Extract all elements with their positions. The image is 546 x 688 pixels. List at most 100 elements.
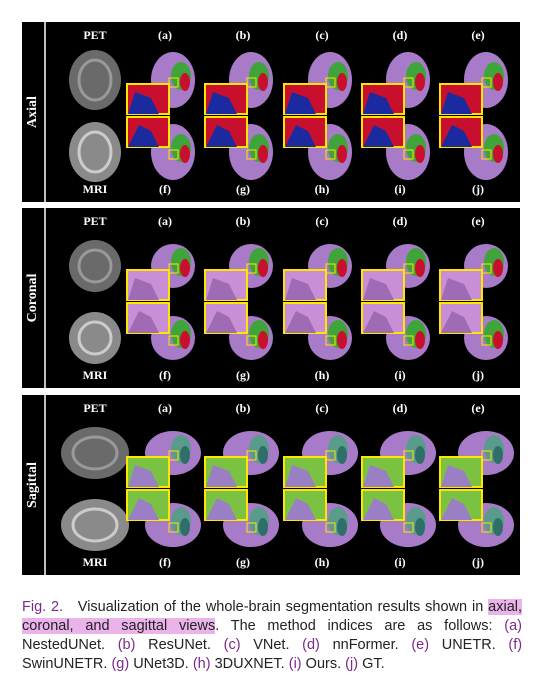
inset-region <box>128 498 159 520</box>
inset-region <box>285 125 316 147</box>
source-image-detail <box>77 248 113 284</box>
method-label: (h) <box>315 368 330 382</box>
zoom-box <box>246 450 257 461</box>
zoom-box <box>481 149 492 160</box>
method-label: (b) <box>236 401 251 415</box>
source-label: PET <box>83 28 106 42</box>
method-name: VNet. <box>253 637 290 653</box>
segmentation-region <box>415 518 425 536</box>
zoom-box <box>168 450 179 461</box>
method-label: (i) <box>394 555 405 569</box>
zoom-box <box>168 335 179 346</box>
zoom-box <box>403 149 414 160</box>
inset-region <box>441 125 472 147</box>
zoom-box <box>481 335 492 346</box>
inset-region <box>206 92 237 114</box>
source-image <box>69 50 121 110</box>
method-label: (a) <box>158 214 172 228</box>
method-name: GT. <box>362 656 385 672</box>
inset-region <box>206 125 237 147</box>
method-name: Ours. <box>305 656 342 672</box>
method-label: (h) <box>315 182 330 196</box>
zoom-box <box>246 149 257 160</box>
method-name: nnFormer. <box>332 637 399 653</box>
method-label: (g) <box>236 555 250 569</box>
method-label: (f) <box>159 555 171 569</box>
inset-region <box>441 278 472 300</box>
method-label: (j) <box>472 368 484 382</box>
segmentation-region <box>258 145 268 163</box>
zoom-box <box>325 263 336 274</box>
zoom-box <box>325 335 336 346</box>
source-image <box>61 499 129 551</box>
segmentation-region <box>337 446 347 464</box>
segmentation-region <box>337 73 347 91</box>
method-label: (e) <box>471 401 484 415</box>
method-label: (f) <box>159 368 171 382</box>
inset-region <box>128 311 159 333</box>
zoom-box <box>168 77 179 88</box>
inset-region <box>441 498 472 520</box>
inset-region <box>285 92 316 114</box>
method-label: (a) <box>158 28 172 42</box>
inset-region <box>441 465 472 487</box>
segmentation-region <box>415 145 425 163</box>
zoom-box <box>481 263 492 274</box>
method-index: (g) <box>111 656 130 672</box>
method-name: SwinUNETR. <box>22 656 108 672</box>
method-name: UNet3D. <box>133 656 189 672</box>
zoom-box <box>246 263 257 274</box>
inset-region <box>441 92 472 114</box>
method-index: (d) <box>302 637 320 653</box>
caption-text: . The method indices are as follows: <box>215 618 493 634</box>
segmentation-region <box>180 145 190 163</box>
source-label: MRI <box>83 182 108 196</box>
source-image <box>61 427 129 479</box>
inset-region <box>128 465 159 487</box>
method-label: (e) <box>471 28 484 42</box>
zoom-box <box>325 522 336 533</box>
method-label: (c) <box>315 401 328 415</box>
segmentation-region <box>180 518 190 536</box>
method-list: (a) NestedUNet. (b) ResUNet. (c) VNet. (… <box>22 618 522 672</box>
inset-region <box>206 498 237 520</box>
view-label: Sagittal <box>25 462 40 508</box>
inset-region <box>285 465 316 487</box>
inset-region <box>285 278 316 300</box>
source-image-detail <box>71 435 119 471</box>
view-label: Coronal <box>25 274 40 323</box>
inset-region <box>128 278 159 300</box>
segmentation-region <box>415 331 425 349</box>
source-image-detail <box>77 320 113 356</box>
segmentation-region <box>258 446 268 464</box>
zoom-box <box>325 77 336 88</box>
method-label: (j) <box>472 555 484 569</box>
method-label: (g) <box>236 182 250 196</box>
segmentation-region <box>337 145 347 163</box>
zoom-box <box>246 335 257 346</box>
source-label: MRI <box>83 368 108 382</box>
segmentation-region <box>337 259 347 277</box>
view-label: Axial <box>25 96 40 128</box>
inset-region <box>441 311 472 333</box>
figure: Axial PET MRI (a) (f) (b) (g) (c) (h) (d) (i) (e) (j… <box>22 22 520 575</box>
caption: Fig. 2. Visualization of the whole-brain… <box>22 598 522 674</box>
method-name: UNETR. <box>441 637 496 653</box>
method-index: (e) <box>411 637 430 653</box>
inset-region <box>285 311 316 333</box>
inset-region <box>363 92 394 114</box>
source-image <box>69 240 121 292</box>
segmentation-region <box>180 446 190 464</box>
segmentation-region <box>337 331 347 349</box>
segmentation-region <box>258 259 268 277</box>
segmentation-region <box>180 73 190 91</box>
segmentation-region <box>180 259 190 277</box>
method-label: (b) <box>236 28 251 42</box>
method-label: (d) <box>393 28 408 42</box>
source-label: PET <box>83 214 106 228</box>
inset-region <box>285 498 316 520</box>
zoom-box <box>481 522 492 533</box>
method-index: (j) <box>345 656 359 672</box>
method-name: NestedUNet. <box>22 637 106 653</box>
